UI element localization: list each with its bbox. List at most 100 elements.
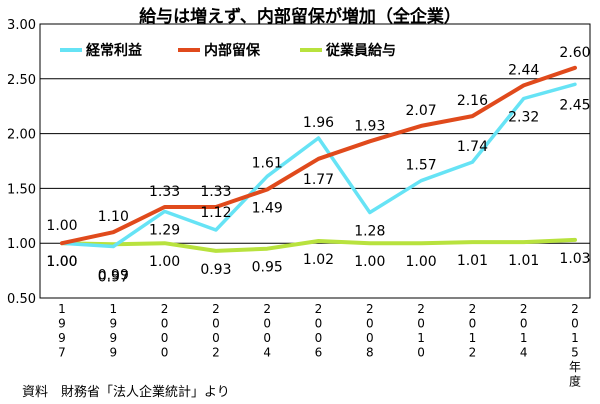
x-tick-char: 8 xyxy=(366,346,374,360)
data-label: 1.29 xyxy=(149,222,180,238)
x-tick-char: 1 xyxy=(520,331,528,345)
data-label: 2.45 xyxy=(559,97,590,113)
data-label: 1.02 xyxy=(303,252,334,268)
y-tick-label: 3.00 xyxy=(7,18,36,33)
data-label: 1.00 xyxy=(406,254,437,270)
x-tick-char: 0 xyxy=(212,317,220,331)
data-label: 1.74 xyxy=(457,139,488,155)
x-tick-char: 5 xyxy=(571,346,579,360)
data-label: 1.33 xyxy=(200,184,231,200)
data-label: 1.33 xyxy=(149,184,180,200)
x-tick-char: 9 xyxy=(109,346,117,360)
x-tick-char: 9 xyxy=(109,317,117,331)
x-tick-char: 4 xyxy=(263,346,271,360)
x-tick-char: 0 xyxy=(212,331,220,345)
y-tick-label: 2.00 xyxy=(7,128,36,143)
x-tick-char: 1 xyxy=(109,302,117,316)
data-label: 1.00 xyxy=(46,254,77,270)
data-label: 1.57 xyxy=(406,158,437,174)
data-label: 0.97 xyxy=(98,269,129,285)
data-label: 1.00 xyxy=(46,254,77,270)
data-label: 2.07 xyxy=(406,103,437,119)
chart-title: 給与は増えず、内部留保が増加（全企業） xyxy=(139,7,461,27)
data-label: 1.01 xyxy=(457,253,488,269)
data-label: 1.10 xyxy=(98,209,129,225)
data-label: 1.00 xyxy=(354,254,385,270)
x-tick-char: 2 xyxy=(161,302,169,316)
plot-border xyxy=(39,23,591,299)
x-tick-char: 2 xyxy=(212,346,220,360)
x-tick-char: 0 xyxy=(366,331,374,345)
x-tick-char: 0 xyxy=(315,331,323,345)
data-label: 1.77 xyxy=(303,172,334,188)
x-tick-char: 2 xyxy=(366,302,374,316)
x-tick-char: 2 xyxy=(520,302,528,316)
data-label: 0.95 xyxy=(252,260,283,276)
x-tick-char: 2 xyxy=(571,302,579,316)
x-tick-char: 2 xyxy=(212,302,220,316)
x-tick-char: 0 xyxy=(366,317,374,331)
series-line-0 xyxy=(60,82,577,249)
x-tick-char: 0 xyxy=(263,317,271,331)
x-tick-char: 0 xyxy=(161,346,169,360)
x-tick-char: 7 xyxy=(58,346,66,360)
data-label: 2.32 xyxy=(508,110,539,126)
x-tick-char: 0 xyxy=(571,317,579,331)
x-tick-char: 9 xyxy=(109,331,117,345)
legend-label-1: 内部留保 xyxy=(204,42,261,59)
data-label: 1.01 xyxy=(508,253,539,269)
data-label: 1.93 xyxy=(354,118,385,134)
x-tick-char: 度 xyxy=(569,374,581,389)
data-label: 1.49 xyxy=(252,200,283,216)
x-tick-char: 2 xyxy=(315,302,323,316)
data-label: 0.99 xyxy=(98,267,129,283)
data-label: 1.28 xyxy=(354,224,385,240)
x-tick-char: 2 xyxy=(469,346,477,360)
x-tick-char: 6 xyxy=(315,346,323,360)
series-line-2 xyxy=(60,237,577,253)
x-tick-char: 1 xyxy=(469,331,477,345)
data-label: 2.60 xyxy=(559,45,590,61)
x-tick-char: 2 xyxy=(469,302,477,316)
x-tick-char: 1 xyxy=(571,331,579,345)
series-line-1 xyxy=(60,65,577,246)
x-tick-char: 0 xyxy=(417,317,425,331)
x-tick-char: 9 xyxy=(58,317,66,331)
x-tick-char: 0 xyxy=(161,317,169,331)
x-tick-char: 0 xyxy=(520,317,528,331)
data-label: 1.00 xyxy=(149,254,180,270)
x-tick-char: 2 xyxy=(417,302,425,316)
data-label: 2.16 xyxy=(457,93,488,109)
y-tick-label: 1.00 xyxy=(7,237,36,252)
legend-label-2: 従業員給与 xyxy=(325,42,396,59)
source-note: 資料 財務省「法人企業統計」より xyxy=(22,385,230,400)
data-label: 1.00 xyxy=(46,218,77,234)
x-tick-char: 年 xyxy=(569,360,581,374)
data-label: 1.12 xyxy=(200,205,231,221)
data-label: 1.61 xyxy=(252,155,283,171)
x-tick-char: 0 xyxy=(315,317,323,331)
x-tick-char: 9 xyxy=(58,331,66,345)
y-tick-label: 0.50 xyxy=(7,292,36,307)
x-tick-char: 2 xyxy=(263,302,271,316)
x-tick-char: 0 xyxy=(263,331,271,345)
x-tick-char: 0 xyxy=(469,317,477,331)
legend-label-0: 経常利益 xyxy=(86,42,142,59)
data-label: 1.03 xyxy=(559,251,590,267)
y-tick-label: 1.50 xyxy=(7,182,36,197)
x-tick-char: 0 xyxy=(161,331,169,345)
x-tick-char: 0 xyxy=(417,346,425,360)
x-tick-char: 4 xyxy=(520,346,528,360)
